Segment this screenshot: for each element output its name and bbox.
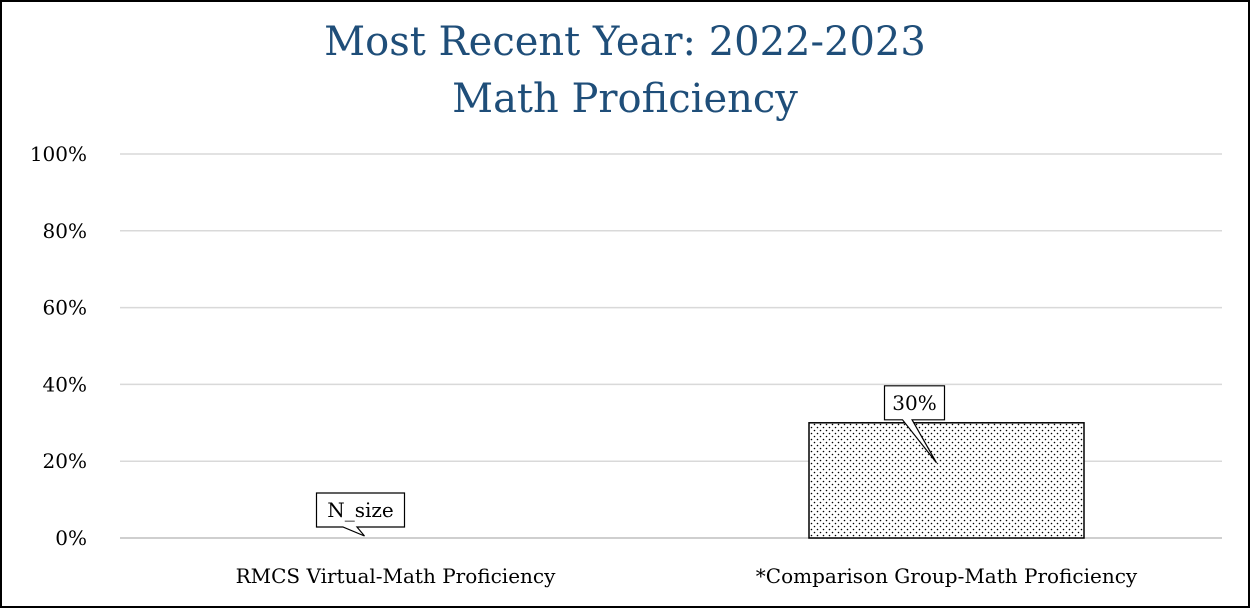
y-tick-label: 0% bbox=[55, 526, 87, 550]
bar bbox=[808, 422, 1085, 539]
data-label-text: N_size bbox=[327, 498, 394, 522]
y-tick-label: 60% bbox=[43, 296, 87, 320]
data-label-callout bbox=[883, 385, 946, 464]
x-category-label: RMCS Virtual-Math Proficiency bbox=[236, 564, 557, 588]
x-category-label: *Comparison Group-Math Proficiency bbox=[756, 564, 1138, 588]
y-tick-label: 100% bbox=[30, 142, 87, 166]
x-axis-category-labels: RMCS Virtual-Math Proficiency *Comparison… bbox=[236, 564, 1138, 588]
y-tick-label: 80% bbox=[43, 219, 87, 243]
y-axis-tick-labels: 0% 20% 40% 60% 80% 100% bbox=[30, 142, 87, 550]
data-labels: N_size 30% bbox=[315, 385, 946, 537]
bars bbox=[808, 422, 1085, 539]
data-label-text: 30% bbox=[892, 391, 936, 415]
chart-title-line-2: Math Proficiency bbox=[452, 76, 798, 122]
chart-title-line-1: Most Recent Year: 2022-2023 bbox=[324, 19, 926, 65]
y-tick-label: 40% bbox=[43, 372, 87, 396]
y-tick-label: 20% bbox=[43, 449, 87, 473]
data-label-callout bbox=[315, 492, 406, 537]
